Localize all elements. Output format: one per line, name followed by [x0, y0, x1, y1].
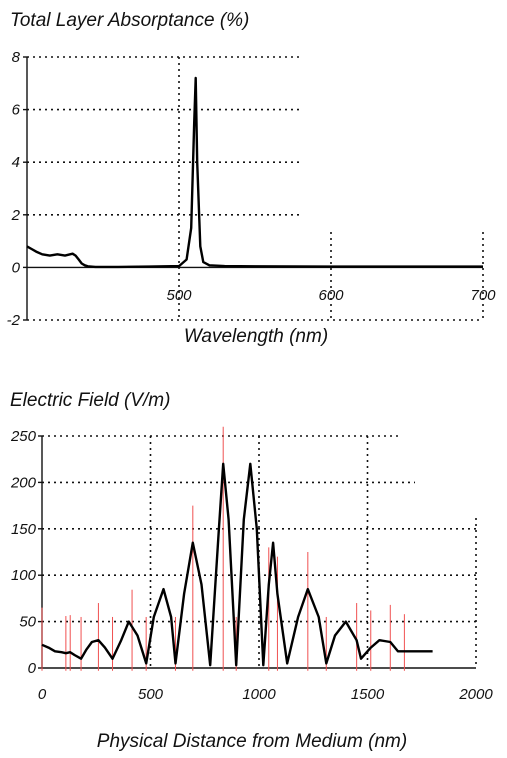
x-tick-label: 500	[166, 287, 192, 304]
y-tick-label: 4	[12, 154, 20, 171]
x-tick-label: 600	[318, 287, 344, 304]
y-tick-label: 150	[11, 521, 37, 538]
x-tick-label: 700	[470, 287, 496, 304]
y-tick-label: 0	[28, 660, 37, 677]
x-tick-label: 1000	[242, 686, 276, 703]
chart-title-1: Total Layer Absorptance (%)	[10, 10, 249, 31]
y-tick-label: 50	[19, 614, 36, 631]
x-tick-label: 500	[138, 686, 164, 703]
y-tick-label: -2	[7, 312, 21, 329]
y-tick-label: 250	[10, 428, 37, 445]
y-tick-label: 100	[11, 567, 37, 584]
series-line-2	[41, 462, 433, 667]
chart-title-2: Electric Field (V/m)	[10, 390, 170, 411]
series-line-1	[26, 76, 483, 269]
x-tick-label: 0	[38, 686, 47, 703]
y-tick-label: 6	[12, 102, 21, 119]
x-axis-label-2: Physical Distance from Medium (nm)	[97, 731, 407, 752]
y-tick-label: 0	[12, 259, 21, 276]
x-axis-label-1: Wavelength (nm)	[184, 326, 328, 347]
x-tick-label: 1500	[351, 686, 385, 703]
y-tick-label: 2	[11, 207, 21, 224]
y-tick-label: 200	[10, 474, 37, 491]
y-tick-label: 8	[12, 49, 21, 66]
x-tick-label: 2000	[458, 686, 493, 703]
